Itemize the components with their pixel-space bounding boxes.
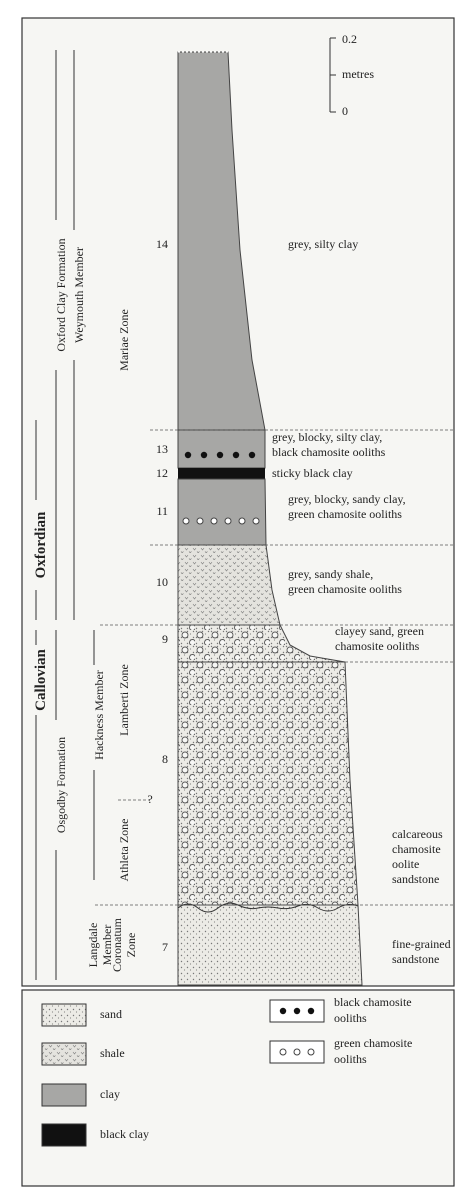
bed-number: 13 (156, 442, 168, 456)
bed-number: 11 (156, 504, 168, 518)
bed-description-line: sandstone (392, 952, 439, 966)
bed-description-line: chamosite ooliths (335, 639, 420, 653)
zone-uncertainty: ? (147, 792, 152, 806)
scale-top: 0.2 (342, 32, 357, 46)
bed-8 (178, 662, 358, 905)
scale-unit: metres (342, 67, 374, 81)
bed-description: grey, blocky, silty clay,black chamosite… (272, 430, 386, 459)
green-oolith (211, 518, 217, 524)
legend-label-line: clay (100, 1087, 120, 1101)
bed-description-line: sandstone (392, 872, 439, 886)
black-oolith (201, 452, 207, 458)
bed-11 (178, 479, 266, 545)
green-oolith (225, 518, 231, 524)
legend-label: shale (100, 1046, 125, 1060)
legend-label-line: black clay (100, 1127, 149, 1141)
legend-label-line: black chamosite (334, 995, 412, 1009)
bed-number: 8 (162, 752, 168, 766)
legend-label: sand (100, 1007, 122, 1021)
legend-swatch-black-clay (42, 1124, 86, 1146)
bed-number: 7 (162, 940, 168, 954)
bed-description-line: grey, silty clay (288, 237, 358, 251)
bed-description-line: fine-grained (392, 937, 451, 951)
black-oolith (233, 452, 239, 458)
bed-description: grey, silty clay (288, 237, 358, 251)
stratigraphic-column: 0.2 metres 0 ? 14 grey, silty clay 13 grey,… (0, 0, 471, 1200)
zone-line: Coronatum (110, 917, 124, 972)
legend-green-oolith (280, 1049, 286, 1055)
bed-description: grey, blocky, sandy clay,green chamosite… (288, 492, 406, 521)
bed-description-line: chamosite (392, 842, 441, 856)
legend-black-oolith (280, 1008, 286, 1014)
bed-description-line: oolite (392, 857, 419, 871)
stage-line: Oxfordian (33, 511, 49, 578)
legend-swatch-sand (42, 1004, 86, 1026)
formation: Oxford Clay Formation (54, 238, 68, 351)
legend-label-line: ooliths (334, 1052, 367, 1066)
bed-description-line: clayey sand, green (335, 624, 424, 638)
bed-description-line: green chamosite ooliths (288, 507, 402, 521)
green-oolith (253, 518, 259, 524)
green-oolith (197, 518, 203, 524)
bed-10 (178, 545, 280, 625)
legend-label-line: ooliths (334, 1011, 367, 1025)
legend-label-line: green chamosite (334, 1036, 412, 1050)
bed-number: 14 (156, 237, 168, 251)
green-oolith (183, 518, 189, 524)
legend-label-line: shale (100, 1046, 125, 1060)
bed-number: 9 (162, 632, 168, 646)
bed-12 (178, 468, 265, 479)
zone-line: Mariae Zone (117, 309, 131, 371)
member: Hackness Member (92, 670, 106, 760)
scale-bottom: 0 (342, 104, 348, 118)
bed-description-line: grey, blocky, sandy clay, (288, 492, 406, 506)
member-line: Weymouth Member (72, 247, 86, 343)
bed-description-line: green chamosite ooliths (288, 582, 402, 596)
black-oolith (249, 452, 255, 458)
bed-description-line: calcareous (392, 827, 443, 841)
bed-description: sticky black clay (272, 466, 353, 480)
bed-description-line: black chamosite ooliths (272, 445, 386, 459)
legend-black-oolith (308, 1008, 314, 1014)
legend-green-oolith (294, 1049, 300, 1055)
member-line: Langdale (86, 923, 100, 968)
member-line: Hackness Member (92, 670, 106, 760)
legend-green-oolith (308, 1049, 314, 1055)
formation-line: Osgodby Formation (54, 737, 68, 833)
zone-line: Lamberti Zone (117, 664, 131, 736)
legend-swatch-shale (42, 1043, 86, 1065)
zone-line: Athleta Zone (117, 819, 131, 882)
black-oolith (185, 452, 191, 458)
legend-label: clay (100, 1087, 120, 1101)
zone: Mariae Zone (117, 309, 131, 371)
bed-description-line: sticky black clay (272, 466, 353, 480)
stage: Oxfordian (33, 511, 49, 578)
legend-swatch-clay (42, 1084, 86, 1106)
bed-number: 12 (156, 466, 168, 480)
bed-description-line: grey, blocky, silty clay, (272, 430, 382, 444)
stage: Callovian (33, 649, 49, 711)
member: Weymouth Member (72, 247, 86, 343)
formation-line: Oxford Clay Formation (54, 238, 68, 351)
black-oolith (217, 452, 223, 458)
bed-7 (178, 905, 362, 985)
legend-label: black clay (100, 1127, 149, 1141)
zone-line: Zone (124, 933, 138, 958)
bed-description-line: grey, sandy shale, (288, 567, 373, 581)
stage-line: Callovian (33, 649, 49, 711)
legend-frame (22, 990, 454, 1186)
bed-13 (178, 430, 265, 468)
zone: Lamberti Zone (117, 664, 131, 736)
green-oolith (239, 518, 245, 524)
bed-number: 10 (156, 575, 168, 589)
zone: Athleta Zone (117, 819, 131, 882)
legend-black-oolith (294, 1008, 300, 1014)
formation: Osgodby Formation (54, 737, 68, 833)
legend-label-line: sand (100, 1007, 122, 1021)
